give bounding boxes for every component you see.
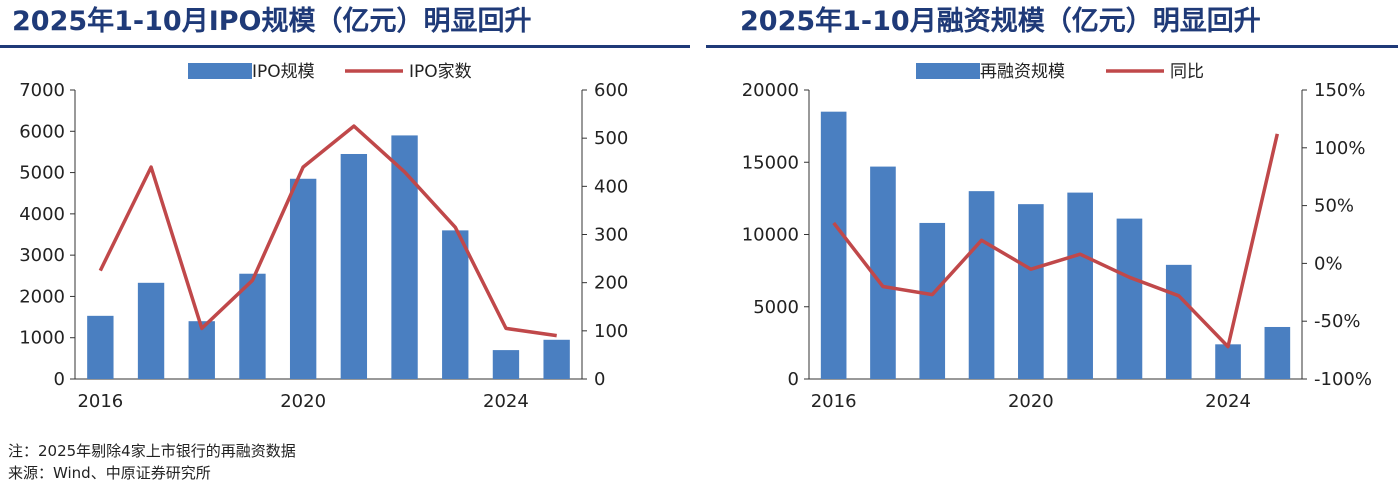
ipo-bar-2018	[188, 321, 215, 379]
x-tick-label: 2020	[1008, 391, 1054, 412]
x-tick-label: 2016	[811, 391, 857, 412]
legend-line-label: IPO家数	[409, 62, 472, 82]
x-tick-label: 2024	[1205, 391, 1251, 412]
ipo-chart: 0 1000 2000 3000 4000 5000 6000 7000 0 100 200 300 4…	[19, 62, 628, 412]
x-tick-label: 2020	[280, 391, 326, 412]
left-y-tick-label: 2000	[19, 286, 65, 307]
ipo-bar-2022	[391, 135, 418, 379]
refi-bar-2019	[968, 191, 995, 379]
refi-bar-2025	[1264, 326, 1291, 379]
right-y-tick-label: 0	[594, 369, 605, 390]
ipo-bar-2016	[87, 315, 114, 379]
ipo-bar-2020	[289, 178, 317, 379]
right-title-rule	[706, 45, 1398, 48]
right-y-tick-label: 100%	[1314, 138, 1365, 159]
left-title-rule	[0, 45, 690, 48]
refi-bar-2024	[1215, 344, 1241, 379]
refi-bar-2020	[1018, 204, 1044, 379]
left-y-tick-label: 15000	[742, 152, 799, 173]
ipo-bar-2019	[239, 273, 266, 379]
left-y-tick-label: 4000	[19, 204, 65, 225]
footnote-note: 注：2025年剔除4家上市银行的再融资数据	[8, 442, 296, 460]
left-y-tick-label: 0	[54, 369, 65, 390]
right-y-tick-label: 400	[594, 176, 628, 197]
refi-line-series	[832, 133, 1280, 349]
legend-bar-swatch	[188, 63, 252, 79]
right-y-tick-label: 500	[594, 128, 628, 149]
left-y-tick-label: 0	[788, 369, 799, 390]
right-y-tick-label: 150%	[1314, 80, 1365, 101]
legend-line-label: 同比	[1170, 62, 1204, 82]
legend-bar-swatch	[916, 63, 980, 79]
right-y-tick-label: 0%	[1314, 253, 1343, 274]
refi-bar-2018	[919, 222, 946, 379]
left-y-tick-label: 1000	[19, 328, 65, 349]
x-tick-label: 2016	[77, 391, 123, 412]
left-chart-title: 2025年1-10月IPO规模（亿元）明显回升	[12, 6, 532, 37]
refinancing-chart: 0 5000 10000 15000 20000 -100% -50% 0% 50% 100% 15…	[742, 62, 1372, 412]
footnote-source: 来源：Wind、中原证券研究所	[8, 464, 211, 482]
left-y-tick-label: 20000	[742, 80, 799, 101]
left-y-tick-label: 7000	[19, 80, 65, 101]
right-y-tick-label: -50%	[1314, 311, 1361, 332]
right-chart-title: 2025年1-10月融资规模（亿元）明显回升	[740, 6, 1261, 37]
left-y-tick-label: 3000	[19, 245, 65, 266]
right-y-tick-label: 100	[594, 321, 628, 342]
ipo-line-series	[98, 124, 557, 338]
refi-bar-2016	[820, 111, 847, 380]
ipo-bar-2025	[543, 339, 570, 379]
left-y-tick-label: 5000	[753, 297, 799, 318]
refi-bar-2021	[1067, 192, 1093, 379]
legend-bar-label: 再融资规模	[980, 62, 1065, 82]
ipo-bar-2024	[492, 350, 520, 379]
left-y-tick-label: 6000	[19, 121, 65, 142]
refi-bar-2023	[1165, 264, 1192, 379]
ipo-bar-2021	[340, 153, 368, 379]
right-y-tick-label: 600	[594, 80, 628, 101]
left-y-tick-label: 10000	[742, 225, 799, 246]
ipo-bar-2017	[137, 282, 165, 379]
x-tick-label: 2024	[483, 391, 529, 412]
left-y-tick-label: 5000	[19, 163, 65, 184]
right-y-tick-label: 200	[594, 273, 628, 294]
right-y-tick-label: 300	[594, 225, 628, 246]
right-y-tick-label: -100%	[1314, 369, 1372, 390]
legend-bar-label: IPO规模	[252, 62, 315, 82]
ipo-bar-2023	[442, 230, 469, 379]
refi-bar-2022	[1116, 218, 1143, 379]
right-y-tick-label: 50%	[1314, 196, 1354, 217]
